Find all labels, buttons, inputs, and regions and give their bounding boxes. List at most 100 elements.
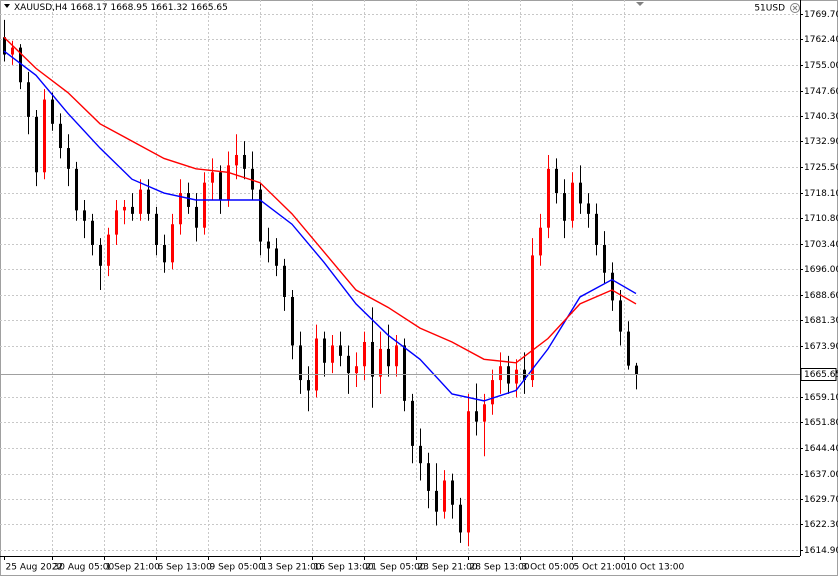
candle-body [83,210,86,221]
candle-body [459,504,462,533]
candle-body [227,165,230,200]
y-tick-label: 1614.90 [804,546,838,556]
candle-body [91,220,94,246]
candle-body [603,245,606,273]
candle-body [371,341,374,377]
y-tick-label: 1673.90 [804,342,838,352]
candle-body [547,168,550,228]
y-tick-label: 1747.60 [804,87,838,97]
candle-body [219,172,222,200]
candle-body [235,154,238,166]
x-tick-label: 6 Sep 13:00 [158,563,213,573]
y-tick-label: 1696.00 [804,265,838,275]
x-tick-label: 3 Oct 05:00 [522,563,575,573]
symbol-menu-icon[interactable] [4,4,10,8]
y-tick-label: 1718.10 [804,189,838,199]
candle-body [467,411,470,533]
y-tick-label: 1629.70 [804,495,838,505]
candle-body [3,37,6,55]
symbol: XAUUSD,H4 [14,3,68,13]
x-tick-label: 13 Sep 21:00 [262,563,322,573]
candle-body [59,123,62,149]
x-tick-label: 21 Sep 05:00 [366,563,426,573]
candle-body [451,480,454,505]
open-value: 1668.17 [70,3,107,13]
candle-body [539,227,542,256]
chart-header: XAUUSD,H4 1668.17 1668.95 1661.32 1665.6… [14,3,228,13]
candle-body [411,400,414,446]
candle-body [19,47,22,83]
y-tick-label: 1732.90 [804,137,838,147]
candle-body [195,206,198,228]
y-tick-label: 1762.40 [804,35,838,45]
candle-body [579,182,582,204]
candle-body [115,210,118,235]
y-tick-label: 1703.40 [804,240,838,250]
candle-body [475,411,478,422]
candle-body [483,404,486,422]
y-tick-label: 1769.70 [804,10,838,20]
candle-body [203,182,206,228]
candle-body [307,380,310,391]
candle-body [315,338,318,391]
y-tick-label: 1710.80 [804,214,838,224]
moving-average-line [3,50,637,402]
candle-body [491,380,494,405]
corner-label: 51USD [754,4,785,14]
y-tick-label: 1651.80 [804,418,838,428]
y-tick-label: 1681.30 [804,316,838,326]
scroll-marker[interactable] [636,2,644,6]
close-value: 1665.65 [191,3,228,13]
plot [0,19,800,547]
candle-body [179,193,182,225]
x-tick-label: 25 Aug 2022 [6,563,64,573]
x-tick-label: 23 Sep 21:00 [418,563,478,573]
candle-body [555,168,558,194]
candle-body [99,245,102,266]
candle-body [347,355,350,374]
candle-body [275,248,278,266]
candle-body [595,213,598,246]
candle-body [243,154,246,169]
candle-body [187,193,190,207]
grid [0,0,800,556]
candle-body [267,241,270,249]
candle-body [259,189,262,242]
candle-body [379,348,382,377]
axes: 1769.70 1762.40 1755.00 1747.60 1740.30 1732.… [4,10,838,573]
candle-body [339,345,342,356]
candle-body [515,369,518,384]
x-tick-label: 10 Oct 13:00 [626,563,685,573]
candle-body [299,345,302,381]
moving-average-line [3,36,637,364]
candle-body [291,296,294,346]
y-tick-label: 1688.60 [804,291,838,301]
high-value: 1668.95 [110,3,147,13]
candle-body [131,206,134,214]
candle-body [499,366,502,381]
candle-body [331,345,334,363]
candle-body [211,172,214,183]
x-tick-label: 30 Aug 05:00 [54,563,115,573]
x-tick-label: 16 Sep 13:00 [314,563,374,573]
candle-body [123,206,126,211]
y-tick-label: 1755.00 [804,61,838,71]
candle-body [531,255,534,381]
y-tick-label: 1725.50 [804,163,838,173]
candle-body [283,265,286,297]
candle-body [611,272,614,301]
price-label-box [800,368,837,381]
candle-body [355,366,358,374]
x-tick-label: 5 Oct 21:00 [574,563,627,573]
candle-body [587,203,590,214]
close-icon-cross [792,5,798,11]
candle-body [251,168,254,190]
low-value: 1661.32 [151,3,188,13]
candle-body [11,47,14,55]
candle-body [443,480,446,512]
candle-body [403,345,406,401]
candle-body [627,331,630,366]
candle-body [163,245,166,263]
